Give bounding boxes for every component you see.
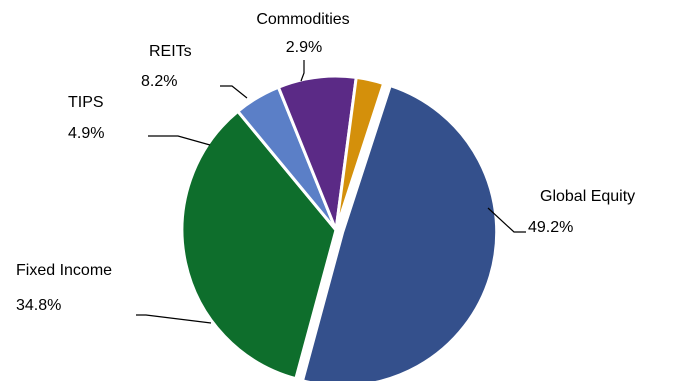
slice-value-reits: 8.2% — [141, 73, 177, 90]
leader-line-reits — [220, 85, 248, 99]
slice-label-tips: TIPS — [68, 94, 104, 111]
pie-slice-fixed-income — [180, 109, 338, 381]
leader-line-fixed-income — [136, 314, 212, 324]
slice-label-reits: REITs — [149, 43, 192, 60]
leader-line-commodities — [300, 60, 305, 82]
slice-label-fixed-income: Fixed Income — [16, 262, 112, 279]
slice-value-tips: 4.9% — [68, 125, 104, 142]
slice-value-global-equity: 49.2% — [528, 219, 573, 236]
leader-line-tips — [148, 135, 211, 146]
slice-value-fixed-income: 34.8% — [16, 297, 61, 314]
leader-line-global-equity — [487, 207, 526, 233]
slice-value-commodities: 2.9% — [286, 39, 322, 56]
pie-slice-commodities — [334, 75, 386, 232]
slice-label-commodities: Commodities — [256, 11, 349, 28]
pie-slice-global-equity — [301, 84, 499, 381]
slice-label-global-equity: Global Equity — [540, 188, 635, 205]
